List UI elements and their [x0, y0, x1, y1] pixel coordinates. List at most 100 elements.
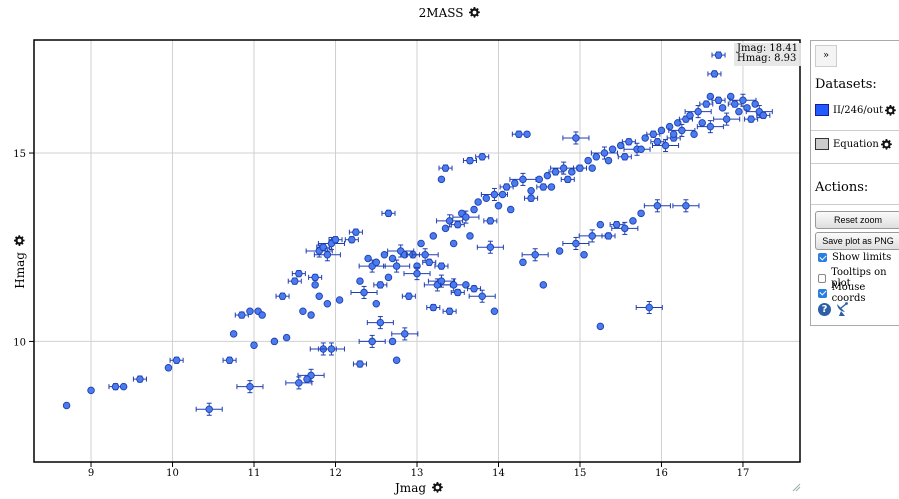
- data-point: [686, 111, 694, 120]
- data-point: [726, 92, 735, 101]
- mouse-coords-x: Jmag: 18.41: [737, 43, 799, 54]
- data-point: [401, 330, 409, 338]
- data-point: [62, 401, 71, 410]
- data-point: [352, 228, 360, 236]
- gear-icon[interactable]: [469, 7, 481, 18]
- data-point: [417, 239, 425, 248]
- equation-gear-icon[interactable]: [880, 138, 892, 150]
- data-point: [462, 213, 470, 221]
- equation-row[interactable]: Equation: [815, 138, 892, 150]
- data-point: [735, 107, 743, 116]
- data-point: [543, 171, 552, 180]
- data-point: [616, 141, 625, 150]
- data-point: [486, 217, 495, 225]
- data-point: [348, 235, 356, 244]
- data-point: [449, 239, 458, 248]
- data-point: [270, 337, 279, 346]
- data-point: [506, 205, 515, 214]
- data-point: [743, 104, 751, 112]
- tooltips-checkbox[interactable]: [818, 273, 827, 283]
- data-point: [588, 232, 596, 240]
- data-point: [445, 217, 454, 225]
- data-point: [706, 122, 715, 131]
- data-point: [572, 134, 580, 142]
- y-axis-title-text: Hmag: [13, 252, 27, 289]
- data-point: [653, 137, 662, 146]
- data-point: [625, 137, 633, 146]
- data-point: [441, 224, 450, 233]
- data-point: [364, 254, 372, 263]
- data-point: [445, 307, 454, 316]
- dataset-gear-icon[interactable]: [885, 104, 897, 116]
- collapse-panel-button[interactable]: »: [815, 45, 837, 67]
- dataset-row[interactable]: II/246/out: [815, 104, 897, 116]
- divider: [811, 163, 899, 164]
- data-point: [323, 251, 332, 259]
- show-limits-toggle[interactable]: Show limits: [818, 252, 891, 263]
- data-point: [637, 145, 645, 154]
- data-point: [608, 145, 617, 154]
- tooltips-toggle[interactable]: Tooltips on plot: [818, 267, 899, 289]
- data-point: [535, 175, 543, 184]
- data-point: [466, 232, 474, 240]
- data-point: [360, 288, 368, 297]
- data-point: [119, 382, 128, 391]
- x-gear-icon[interactable]: [431, 482, 443, 493]
- data-point: [311, 281, 319, 289]
- data-point: [714, 96, 723, 105]
- data-point: [372, 258, 381, 267]
- data-point: [759, 111, 768, 120]
- help-icon[interactable]: ?: [818, 303, 831, 316]
- data-point: [568, 168, 576, 176]
- data-point: [295, 379, 303, 387]
- y-tick-label: 10: [13, 337, 26, 348]
- data-point: [678, 126, 686, 135]
- data-point: [470, 284, 478, 293]
- mouse-coords-toggle[interactable]: Mouse coords: [818, 282, 899, 304]
- show-limits-checkbox[interactable]: [818, 253, 827, 262]
- show-limits-label: Show limits: [832, 252, 892, 263]
- data-point: [307, 311, 315, 319]
- data-point: [303, 375, 311, 383]
- data-point: [551, 168, 560, 176]
- save-png-button[interactable]: Save plot as PNG: [815, 232, 899, 250]
- data-point: [299, 307, 307, 316]
- data-point: [278, 292, 287, 300]
- data-point: [453, 288, 462, 297]
- x-axis-title-text: Jmag: [395, 481, 427, 495]
- data-point: [657, 126, 666, 135]
- data-point: [327, 345, 336, 353]
- data-point: [429, 232, 438, 240]
- data-point: [641, 134, 649, 142]
- mouse-coords-y: Hmag: 8.93: [737, 53, 797, 64]
- data-point: [331, 235, 340, 244]
- data-point: [612, 220, 621, 229]
- data-point: [547, 183, 556, 191]
- equation-swatch[interactable]: [815, 138, 829, 150]
- data-point: [523, 130, 531, 138]
- mouse-coords-checkbox[interactable]: [818, 288, 827, 298]
- data-point: [441, 164, 450, 172]
- data-point: [295, 269, 303, 278]
- data-point: [751, 100, 759, 108]
- data-point: [731, 100, 739, 108]
- reset-zoom-button[interactable]: Reset zoom: [815, 211, 899, 229]
- datasets-title: Datasets:: [815, 77, 877, 92]
- data-point: [392, 356, 401, 365]
- resize-handle-icon[interactable]: [791, 482, 801, 492]
- satellite-dish-icon[interactable]: [835, 301, 849, 317]
- data-point: [706, 92, 715, 101]
- data-point: [437, 262, 446, 270]
- dataset-label: II/246/out: [833, 104, 884, 116]
- x-tick-label: 15: [574, 468, 587, 479]
- data-point: [674, 119, 682, 127]
- data-point: [384, 209, 393, 218]
- data-point: [453, 220, 462, 229]
- data-point: [621, 153, 629, 161]
- data-point: [392, 262, 401, 270]
- data-point: [694, 107, 702, 116]
- y-gear-icon[interactable]: [14, 235, 25, 247]
- dataset-swatch[interactable]: [815, 104, 829, 116]
- data-point: [429, 303, 438, 312]
